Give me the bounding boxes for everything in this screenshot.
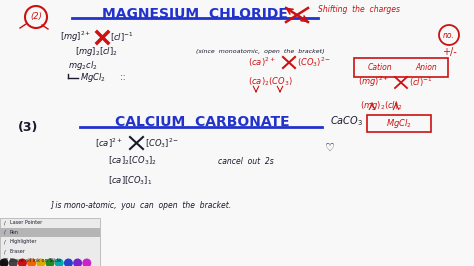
Text: $[mg]_2[cl]_2$: $[mg]_2[cl]_2$ bbox=[75, 45, 118, 59]
Text: ⊠: ⊠ bbox=[4, 259, 8, 264]
Text: $[cl]^{-1}$: $[cl]^{-1}$ bbox=[110, 30, 134, 44]
Circle shape bbox=[37, 259, 45, 266]
Text: +/-: +/- bbox=[442, 47, 457, 57]
Circle shape bbox=[0, 259, 8, 266]
Text: no.: no. bbox=[443, 31, 455, 40]
Text: $[CO_3]^{2-}$: $[CO_3]^{2-}$ bbox=[145, 136, 179, 150]
Text: Eraser: Eraser bbox=[10, 249, 26, 254]
Circle shape bbox=[9, 259, 17, 266]
Text: $(ca)_2(CO_3)$: $(ca)_2(CO_3)$ bbox=[248, 76, 292, 88]
Text: (2): (2) bbox=[30, 13, 42, 22]
Circle shape bbox=[83, 259, 91, 266]
Circle shape bbox=[74, 259, 82, 266]
Text: CALCIUM  CARBONATE: CALCIUM CARBONATE bbox=[115, 115, 289, 129]
Text: $[mg]^{2+}$: $[mg]^{2+}$ bbox=[60, 30, 91, 44]
FancyBboxPatch shape bbox=[0, 218, 100, 266]
Text: Erase all Ink on Slide: Erase all Ink on Slide bbox=[10, 259, 61, 264]
Circle shape bbox=[55, 259, 63, 266]
Text: $(cl)^{-1}$: $(cl)^{-1}$ bbox=[409, 75, 433, 89]
Text: Anion: Anion bbox=[415, 64, 437, 73]
Text: $[ca][CO_3]_1$: $[ca][CO_3]_1$ bbox=[108, 175, 153, 187]
Text: /: / bbox=[4, 249, 6, 254]
Text: ] is mono-atomic,  you  can  open  the  bracket.: ] is mono-atomic, you can open the brack… bbox=[50, 201, 231, 210]
Text: $mg_2cl_2$: $mg_2cl_2$ bbox=[68, 60, 98, 73]
Text: /: / bbox=[4, 221, 6, 226]
Text: $[ca]_2[CO_3]_2$: $[ca]_2[CO_3]_2$ bbox=[108, 155, 156, 167]
Circle shape bbox=[18, 259, 26, 266]
Text: cancel  out  2s: cancel out 2s bbox=[218, 156, 274, 165]
FancyBboxPatch shape bbox=[0, 228, 100, 237]
Text: ♡: ♡ bbox=[325, 143, 335, 153]
Text: $MgCl_2$: $MgCl_2$ bbox=[386, 118, 412, 131]
Circle shape bbox=[46, 259, 54, 266]
Text: Laser Pointer: Laser Pointer bbox=[10, 221, 42, 226]
Text: MAGNESIUM  CHLORIDE: MAGNESIUM CHLORIDE bbox=[102, 7, 288, 21]
Text: Shifting  the  charges: Shifting the charges bbox=[318, 6, 400, 15]
Text: /: / bbox=[4, 239, 6, 244]
Text: $(CO_3)^{2-}$: $(CO_3)^{2-}$ bbox=[297, 55, 331, 69]
Text: $(mg)_2(cl)_2$: $(mg)_2(cl)_2$ bbox=[360, 98, 403, 111]
Circle shape bbox=[28, 259, 36, 266]
Text: ::: :: bbox=[120, 73, 126, 82]
Text: $(ca)^{2+}$: $(ca)^{2+}$ bbox=[248, 55, 276, 69]
Text: Cation: Cation bbox=[368, 64, 392, 73]
Text: $MgCl_2$: $MgCl_2$ bbox=[80, 72, 106, 85]
Text: /: / bbox=[4, 230, 6, 235]
Text: Highlighter: Highlighter bbox=[10, 239, 37, 244]
Text: $[ca]^{2+}$: $[ca]^{2+}$ bbox=[95, 136, 123, 149]
Text: $CaCO_3$: $CaCO_3$ bbox=[330, 114, 363, 128]
Text: Pen: Pen bbox=[10, 230, 19, 235]
Circle shape bbox=[64, 259, 72, 266]
Text: (since  monoatomic,  open  the  bracket): (since monoatomic, open the bracket) bbox=[196, 49, 325, 55]
Text: (3): (3) bbox=[18, 122, 38, 135]
Text: $(mg)^{2+}$: $(mg)^{2+}$ bbox=[358, 75, 389, 89]
